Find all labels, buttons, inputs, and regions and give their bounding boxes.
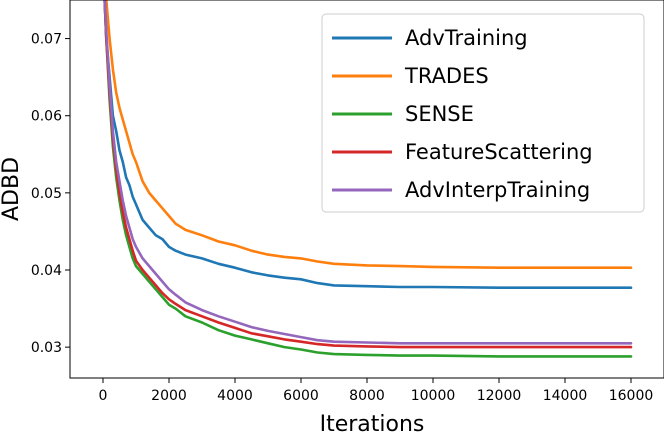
legend-label-4: AdvInterpTraining (405, 178, 590, 202)
y-tick-label: 0.07 (31, 32, 62, 48)
y-tick-label: 0.06 (31, 109, 62, 125)
series-line-0 (103, 0, 633, 290)
series-line-1 (104, 0, 633, 270)
legend-box (321, 13, 645, 213)
series-line-3 (103, 0, 633, 349)
legend-label-0: AdvTraining (405, 26, 528, 50)
x-tick-label: 4000 (217, 388, 253, 404)
legend: AdvTraining TRADES SENSE FeatureScattering A… (321, 13, 645, 213)
x-tick-label: 16000 (609, 388, 654, 404)
legend-label-3: FeatureScattering (405, 140, 593, 164)
y-tick-label: 0.04 (31, 263, 62, 279)
x-tick-label: 8000 (349, 388, 385, 404)
y-axis: 0.03 0.04 0.05 0.06 0.07 (31, 32, 70, 356)
y-tick-label: 0.03 (31, 340, 62, 356)
x-tick-label: 14000 (543, 388, 588, 404)
x-tick-label: 10000 (411, 388, 456, 404)
series-lines (103, 0, 633, 358)
x-tick-label: 2000 (151, 388, 187, 404)
series-line-2 (103, 0, 633, 358)
x-tick-label: 0 (99, 388, 108, 404)
x-axis: 0 2000 4000 6000 8000 10000 12000 14000 16000 (99, 378, 654, 404)
y-tick-label: 0.05 (31, 186, 62, 202)
x-tick-label: 12000 (477, 388, 522, 404)
legend-label-2: SENSE (405, 102, 474, 126)
legend-label-1: TRADES (404, 64, 489, 88)
series-line-4 (103, 0, 633, 345)
x-tick-label: 6000 (283, 388, 319, 404)
x-axis-title: Iterations (320, 412, 425, 436)
y-axis-title: ADBD (0, 157, 24, 221)
